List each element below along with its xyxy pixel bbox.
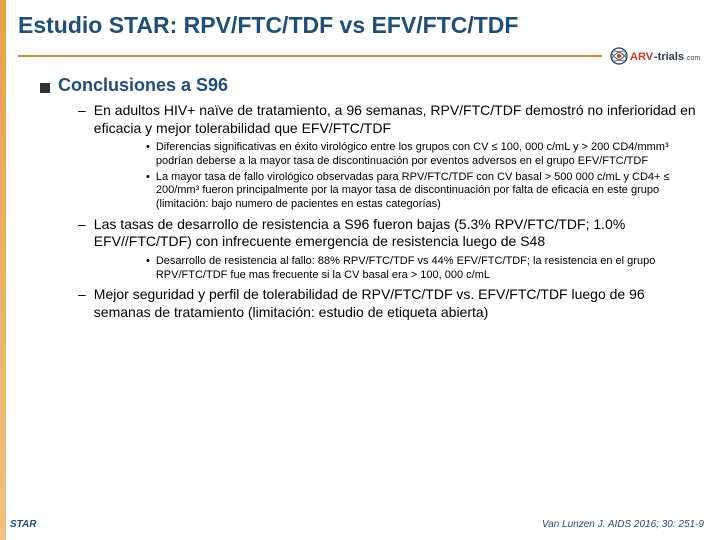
footer-citation: Van Lunzen J. AIDS 2016; 30: 251-9 xyxy=(542,519,704,530)
footer-study-name: STAR xyxy=(10,519,36,530)
svg-text:.com: .com xyxy=(685,55,700,62)
sub-list-item: •Desarrollo de resistencia al fallo: 88%… xyxy=(146,255,700,283)
divider-row: ARV -trials .com xyxy=(0,45,720,67)
list-item: –En adultos HIV+ naïve de tratamiento, a… xyxy=(78,102,700,137)
sub-list-item-text: La mayor tasa de fallo virológico observ… xyxy=(156,171,700,212)
divider-line xyxy=(18,55,602,57)
sub-list-item-text: Diferencias significativas en éxito viro… xyxy=(156,141,700,169)
dash-bullet-icon: – xyxy=(78,102,86,137)
list-item: –Mejor seguridad y perfil de tolerabilid… xyxy=(78,286,700,321)
list-item-text: Las tasas de desarrollo de resistencia a… xyxy=(94,216,700,251)
page-title: Estudio STAR: RPV/FTC/TDF vs EFV/FTC/TDF xyxy=(18,12,702,39)
sub-list: •Desarrollo de resistencia al fallo: 88%… xyxy=(146,255,700,283)
left-accent-bar xyxy=(0,0,6,540)
section-heading-row: Conclusiones a S96 xyxy=(40,75,700,96)
title-bar: Estudio STAR: RPV/FTC/TDF vs EFV/FTC/TDF xyxy=(0,0,720,43)
list-item: –Las tasas de desarrollo de resistencia … xyxy=(78,216,700,251)
sub-list: •Diferencias significativas en éxito vir… xyxy=(146,141,700,212)
dash-bullet-icon: – xyxy=(78,286,86,321)
list-item-text: Mejor seguridad y perfil de tolerabilida… xyxy=(94,286,700,321)
dash-bullet-icon: – xyxy=(78,216,86,251)
sub-list-item: •Diferencias significativas en éxito vir… xyxy=(146,141,700,169)
square-bullet-icon xyxy=(40,83,50,93)
arv-trials-logo: ARV -trials .com xyxy=(610,45,702,67)
section-heading: Conclusiones a S96 xyxy=(58,75,228,96)
dot-bullet-icon: • xyxy=(146,171,150,212)
dot-bullet-icon: • xyxy=(146,255,150,283)
list-item-text: En adultos HIV+ naïve de tratamiento, a … xyxy=(94,102,700,137)
sub-list-item-text: Desarrollo de resistencia al fallo: 88% … xyxy=(156,255,700,283)
sub-list-item: •La mayor tasa de fallo virológico obser… xyxy=(146,171,700,212)
svg-text:-trials: -trials xyxy=(654,51,684,63)
dot-bullet-icon: • xyxy=(146,141,150,169)
svg-text:ARV: ARV xyxy=(630,51,654,63)
bullet-list: –En adultos HIV+ naïve de tratamiento, a… xyxy=(78,102,700,321)
content-area: Conclusiones a S96 –En adultos HIV+ naïv… xyxy=(0,67,720,321)
